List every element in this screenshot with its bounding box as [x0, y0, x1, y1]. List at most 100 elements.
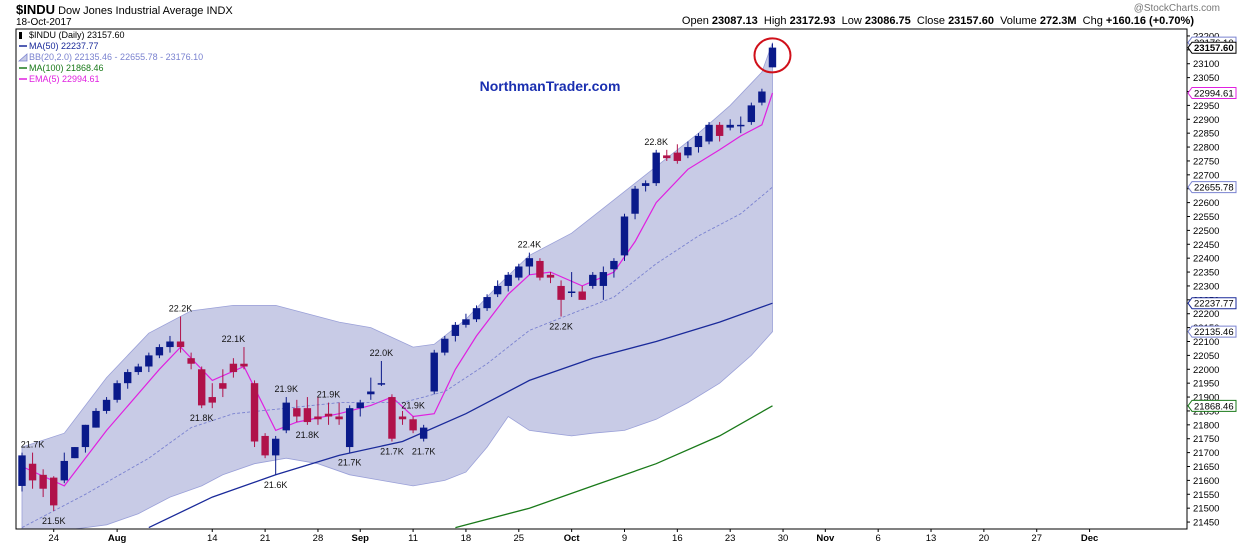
legend-price-swatch — [19, 32, 22, 39]
candle-body — [145, 355, 153, 367]
y-tick-label: 22800 — [1193, 143, 1219, 154]
x-tick-label: 11 — [408, 533, 418, 544]
price-annotation: 21.8K — [296, 430, 320, 440]
candle-body — [134, 366, 142, 373]
bb-middle-line — [21, 186, 773, 528]
y-marker-box — [1187, 297, 1237, 310]
candle-body — [430, 352, 438, 392]
low-value: 23086.75 — [864, 15, 911, 27]
close-label: Close — [916, 15, 945, 27]
x-tick-label: 20 — [979, 533, 990, 544]
candle-body — [377, 383, 386, 385]
price-annotation: 22.4K — [518, 240, 542, 250]
candle-body — [271, 438, 280, 456]
y-tick-label: 22200 — [1193, 309, 1219, 320]
x-tick-label: 24 — [48, 533, 59, 544]
candle-body — [747, 105, 756, 123]
instrument-name: Dow Jones Industrial Average — [58, 5, 204, 17]
candle-body — [92, 410, 100, 428]
legend-ma100-text: MA(100) 21868.46 — [29, 63, 104, 73]
price-annotation: 22.8K — [644, 137, 668, 147]
candle-body — [102, 399, 111, 411]
y-marker-label: 23157.60 — [1194, 43, 1234, 54]
candle-body — [768, 47, 777, 68]
legend-ma50-text: MA(50) 22237.77 — [29, 41, 99, 51]
candle-body — [324, 413, 333, 417]
low-label: Low — [841, 15, 862, 27]
highlight-circle — [753, 37, 792, 74]
chg-value: +160.16 (+0.70%) — [1105, 15, 1194, 27]
legend-ema5-text: EMA(5) 22994.61 — [29, 74, 100, 84]
plot-layer: 21.7K 21.5K 22.2K 21.8K 22.1K 21.6K 21.9K 21.8K… — [18, 37, 792, 529]
price-annotation: 21.7K — [338, 458, 362, 468]
y-tick-label: 22000 — [1193, 365, 1219, 376]
x-tick-label: 27 — [1031, 533, 1042, 544]
price-annotation: 21.7K — [21, 440, 45, 450]
volume-label: Volume — [1000, 15, 1037, 27]
price-annotation: 21.8K — [190, 413, 214, 423]
y-tick-label: 21500 — [1193, 504, 1219, 515]
legend-bb-swatch — [17, 53, 28, 62]
plot-border — [15, 28, 1188, 530]
candle-body — [641, 183, 650, 186]
candle-body — [694, 135, 703, 148]
candle-body — [208, 397, 216, 403]
x-tick-label: 30 — [778, 533, 789, 544]
candle-body — [758, 91, 766, 103]
x-tick-label: Sep — [352, 533, 370, 544]
y-tick-label: 22900 — [1193, 115, 1219, 126]
candle-body — [345, 408, 354, 448]
candle-body — [419, 427, 428, 439]
y-marker-label: 22994.61 — [1194, 88, 1234, 99]
candle-body — [599, 272, 608, 286]
price-annotation: 21.5K — [42, 516, 66, 526]
candle-body — [684, 147, 692, 156]
candle-body — [388, 397, 396, 439]
y-tick-label: 22750 — [1193, 156, 1219, 167]
candle-body — [71, 447, 79, 459]
candle-body — [546, 274, 555, 278]
candle-body — [610, 260, 618, 270]
high-value: 23172.93 — [789, 15, 836, 27]
y-tick-label: 21600 — [1193, 476, 1219, 487]
y-tick-label: 22050 — [1193, 351, 1219, 362]
x-tick-label: Aug — [108, 533, 127, 544]
candle-body — [737, 124, 745, 127]
candle-body — [176, 341, 185, 348]
y-tick-label: 21900 — [1193, 393, 1219, 404]
open-label: Open — [681, 15, 709, 27]
candle-body — [515, 266, 523, 278]
y-tick-label: 23100 — [1193, 59, 1219, 70]
y-tick-label: 21800 — [1193, 420, 1219, 431]
candle-body — [250, 383, 259, 442]
x-tick-label: Oct — [564, 533, 581, 544]
y-marker-box — [1187, 41, 1237, 54]
candle-body — [124, 372, 132, 384]
watermark-text: NorthmanTrader.com — [480, 78, 621, 94]
candle-body — [113, 383, 121, 400]
x-tick-label: 23 — [725, 533, 736, 544]
candle-body — [525, 258, 534, 267]
y-tick-label: 22100 — [1193, 337, 1219, 348]
price-annotation: 22.0K — [370, 348, 394, 358]
price-annotation: 22.2K — [169, 304, 193, 314]
y-marker-label: 22135.46 — [1194, 327, 1234, 338]
candle-body — [303, 408, 312, 423]
candle-body — [557, 285, 565, 300]
price-annotation: 22.1K — [222, 334, 246, 344]
candle-body — [673, 152, 682, 161]
candle-body — [356, 402, 364, 409]
candle-body — [282, 402, 290, 431]
candle-body — [536, 260, 544, 278]
x-tick-label: 18 — [461, 533, 472, 544]
x-tick-label: 13 — [926, 533, 937, 544]
bollinger-band-area — [21, 42, 773, 529]
candle-body — [715, 124, 724, 136]
high-label: High — [763, 15, 787, 27]
y-tick-label: 22350 — [1193, 268, 1219, 279]
y-marker-box — [1187, 325, 1237, 338]
candle-body — [229, 363, 238, 373]
candle-body — [705, 124, 713, 142]
y-marker-box — [1187, 86, 1237, 99]
